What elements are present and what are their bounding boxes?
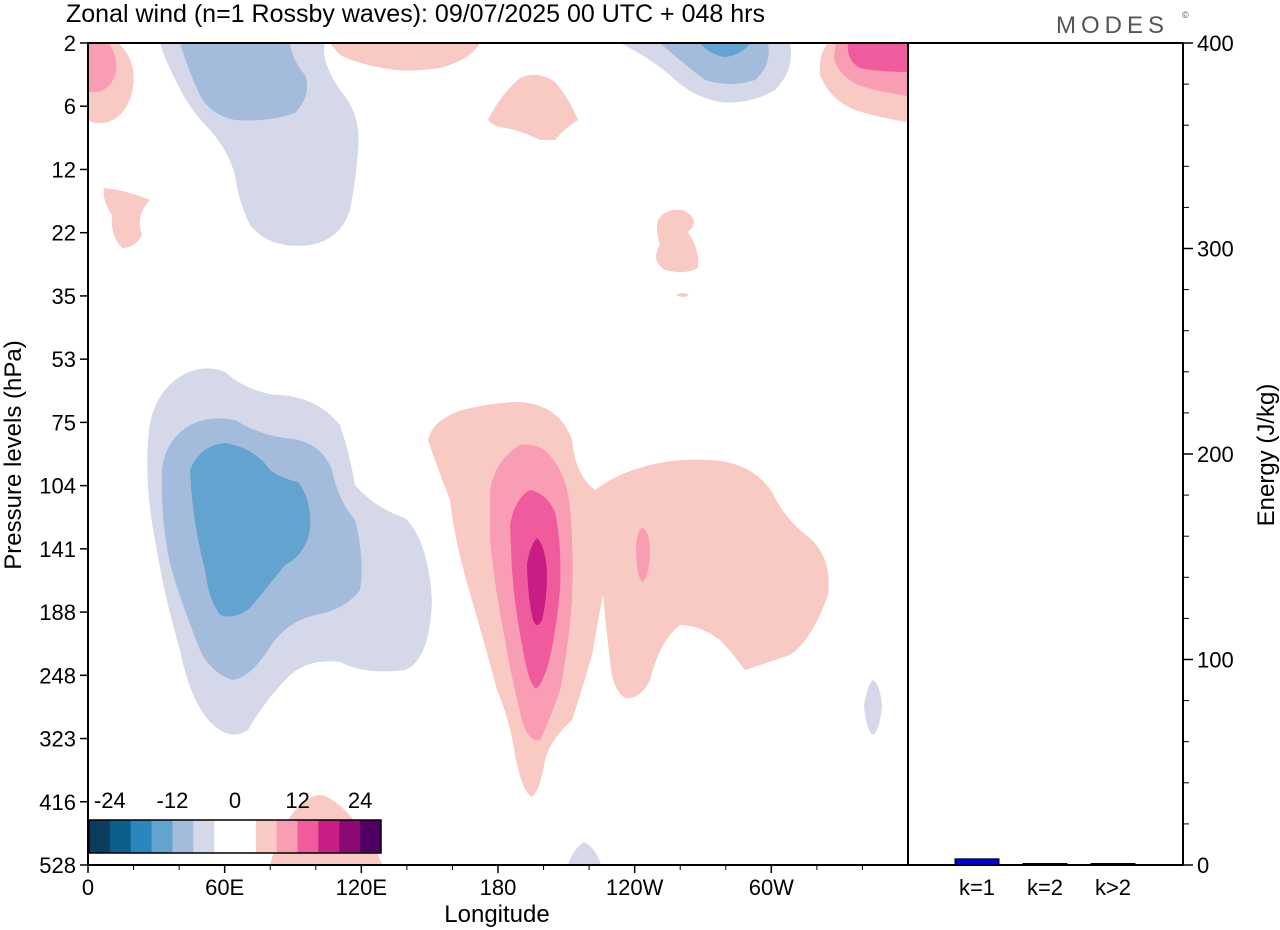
- y-tick-label: 323: [39, 727, 76, 752]
- energy-bar: [1022, 863, 1068, 866]
- contour-mid-pos-tiny-a: [656, 209, 699, 273]
- y-tick-label: 188: [39, 600, 76, 625]
- y-tick-label: 22: [52, 221, 76, 246]
- contour-upper-right-neg-mid: [660, 43, 769, 84]
- x-tick-label: 60W: [749, 875, 794, 900]
- y-tick-label: 2: [64, 31, 76, 56]
- colorbar-cell: [297, 820, 319, 853]
- energy-bar: [1090, 863, 1136, 866]
- contour-right-neg-small: [864, 680, 882, 735]
- energy-bar: [954, 858, 1000, 866]
- contour-lower-pos-light: [428, 402, 829, 797]
- energy-tick-label: 0: [1197, 853, 1209, 878]
- energy-axis-label: Energy (J/kg): [1253, 384, 1280, 527]
- colorbar-cell: [172, 820, 194, 853]
- contour-lower-neg-dark: [190, 443, 311, 617]
- chart-title: Zonal wind (n=1 Rossby waves): 09/07/202…: [66, 0, 765, 28]
- colorbar-cell: [360, 820, 382, 853]
- colorbar-cells: [89, 820, 382, 853]
- colorbar-cell: [89, 820, 111, 853]
- y-axis-label: Pressure levels (hPa): [0, 340, 27, 569]
- contour-mid-pos-tiny-b: [676, 293, 689, 297]
- contour-upper-center-pos: [488, 74, 578, 140]
- y-tick-label: 75: [52, 410, 76, 435]
- contour-upper-pos-edge-mid: [88, 43, 117, 92]
- y-tick-label: 248: [39, 663, 76, 688]
- energy-category-label: k=2: [1027, 875, 1063, 900]
- y-tick-label: 53: [52, 347, 76, 372]
- colorbar-cell: [235, 820, 257, 853]
- y-tick-label: 104: [39, 474, 76, 499]
- x-tick-label: 180: [480, 875, 517, 900]
- energy-tick-label: 100: [1197, 648, 1234, 673]
- energy-tick-label: 200: [1197, 442, 1234, 467]
- contour-map: [88, 43, 908, 865]
- y-tick-label: 12: [52, 157, 76, 182]
- x-tick-label: 120E: [336, 875, 387, 900]
- colorbar-cell: [318, 820, 340, 853]
- contour-upper-right-pos-dark: [847, 43, 908, 72]
- colorbar-cell: [339, 820, 361, 853]
- colorbar-label: -24: [94, 788, 126, 813]
- y-tick-label: 6: [64, 94, 76, 119]
- colorbar-cell: [151, 820, 173, 853]
- colorbar-cell: [276, 820, 298, 853]
- y-tick-label: 416: [39, 790, 76, 815]
- colorbar: -24 -12 0 12 24: [88, 788, 382, 854]
- colorbar-cell: [109, 820, 132, 853]
- energy-category-label: k=1: [959, 875, 995, 900]
- colorbar-label: 0: [229, 788, 241, 813]
- y-tick-label: 35: [52, 284, 76, 309]
- contour-left-pos-small: [103, 188, 150, 248]
- energy-bars: k=1 k=2 k>2: [954, 858, 1136, 900]
- contour-upper-mid-pos: [330, 43, 480, 71]
- x-tick-label: 0: [82, 875, 94, 900]
- x-axis-label: Longitude: [444, 901, 549, 928]
- colorbar-cell: [214, 820, 236, 853]
- colorbar-label: 24: [348, 788, 372, 813]
- colorbar-label: 12: [285, 788, 309, 813]
- longitude-axis: 0 60E 120E 180 120W 60W: [82, 865, 863, 900]
- contour-lower-pos-small: [636, 528, 650, 582]
- colorbar-labels: -24 -12 0 12 24: [94, 788, 372, 813]
- energy-tick-label: 300: [1197, 237, 1234, 262]
- pressure-axis: 2 6 12 22 35 53 75 104 141 188 248 323 416 528: [39, 31, 88, 878]
- modes-logo: MODES ©: [1056, 10, 1189, 39]
- energy-tick-label: 400: [1197, 31, 1234, 56]
- modes-logo-text: MODES: [1056, 12, 1169, 39]
- contour-bottom-neg: [568, 842, 601, 865]
- x-tick-label: 60E: [205, 875, 244, 900]
- x-tick-label: 120W: [606, 875, 664, 900]
- modes-logo-mark: ©: [1182, 10, 1189, 20]
- colorbar-label: -12: [157, 788, 189, 813]
- energy-axis: 0 100 200 300 400: [1183, 31, 1234, 878]
- contour-lower-pos-core: [527, 538, 547, 625]
- contour-upper-right-neg-dark: [700, 43, 750, 57]
- y-tick-label: 528: [39, 853, 76, 878]
- colorbar-cell: [130, 820, 152, 853]
- colorbar-cell: [255, 820, 278, 853]
- energy-category-label: k>2: [1095, 875, 1131, 900]
- contour-upper-neg-mid: [180, 43, 308, 121]
- y-tick-label: 141: [39, 537, 76, 562]
- colorbar-cell: [193, 820, 215, 853]
